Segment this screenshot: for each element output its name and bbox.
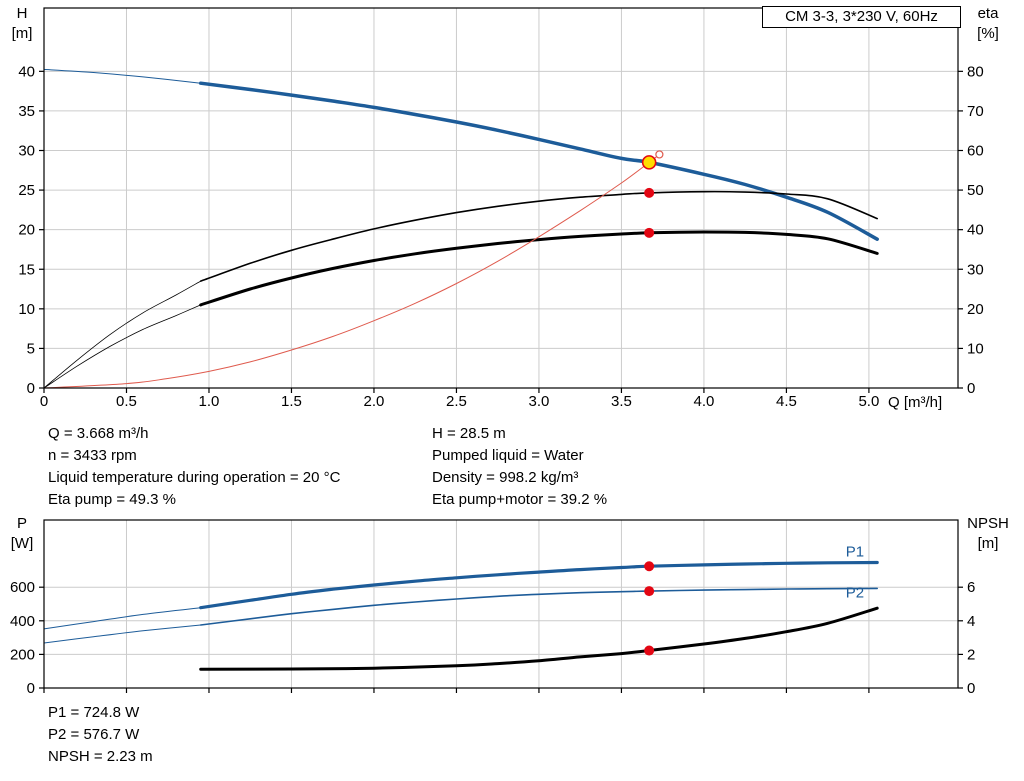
- tick-label: 3.0: [529, 393, 550, 410]
- tick-label: 35: [18, 103, 35, 120]
- q-axis-label: Q [m³/h]: [888, 394, 943, 411]
- tick-label: 4.5: [776, 393, 797, 410]
- tick-label: 5.0: [858, 393, 879, 410]
- pumped-liquid-value: Pumped liquid = Water: [432, 447, 584, 464]
- tick-label: 10: [18, 301, 35, 318]
- npsh-axis-label: NPSH: [967, 515, 1009, 532]
- npsh-point: [644, 645, 655, 656]
- tick-label: 50: [967, 182, 984, 199]
- curve-label-p1: P1: [846, 544, 864, 561]
- tick-label: 20: [967, 301, 984, 318]
- tick-label: 2: [967, 646, 975, 663]
- p1-curve-leadin: [43, 607, 202, 630]
- tick-label: 2.5: [446, 393, 467, 410]
- tick-label: 0: [27, 680, 35, 697]
- liquid-temperature-value: Liquid temperature during operation = 20…: [48, 469, 341, 486]
- operating-data-left: Q = 3.668 m³/h n = 3433 rpm Liquid tempe…: [48, 423, 340, 511]
- tick-label: 0.5: [116, 393, 137, 410]
- npsh-curve: [199, 606, 879, 671]
- tick-label: 70: [967, 103, 984, 120]
- p2-point: [644, 586, 655, 597]
- npsh-value: NPSH = 2.23 m: [48, 748, 153, 765]
- tick-label: 25: [18, 182, 35, 199]
- tick-label: 30: [18, 143, 35, 160]
- pump-model-title-box: CM 3-3, 3*230 V, 60Hz: [762, 6, 961, 28]
- tick-label: 5: [27, 340, 35, 357]
- p-axis-unit: [W]: [10, 535, 34, 552]
- p1-point: [644, 561, 655, 572]
- tick-label: 1.5: [281, 393, 302, 410]
- plot-frame: [43, 7, 959, 389]
- tick-label: 40: [18, 63, 35, 80]
- tick-label: 0: [40, 393, 48, 410]
- top-right-axis-label: eta [%]: [960, 4, 1016, 44]
- tick-label: 10: [967, 340, 984, 357]
- p1-value: P1 = 724.8 W: [48, 704, 140, 721]
- tick-label: 4: [967, 613, 975, 630]
- eta-pump-motor-point: [644, 227, 655, 238]
- system-curve: [43, 154, 660, 389]
- eta-pump-value: Eta pump = 49.3 %: [48, 491, 176, 508]
- eta-pump-leadin: [43, 280, 202, 389]
- q-value: Q = 3.668 m³/h: [48, 425, 149, 442]
- tick-label: 1.0: [199, 393, 220, 410]
- tick-label: 60: [967, 143, 984, 160]
- h-axis-unit: [m]: [11, 25, 33, 42]
- tick-label: 30: [967, 261, 984, 278]
- tick-label: 0: [967, 380, 975, 397]
- p-axis-label: P: [16, 515, 27, 532]
- bottom-right-axis-label: NPSH [m]: [956, 514, 1020, 554]
- power-npsh-data: P1 = 724.8 W P2 = 576.7 W NPSH = 2.23 m: [48, 702, 153, 768]
- eta-pump-curve: [199, 190, 878, 282]
- p2-value: P2 = 576.7 W: [48, 726, 140, 743]
- npsh-axis-unit: [m]: [977, 535, 999, 552]
- operating-point: [641, 155, 657, 170]
- h-axis-label: H: [16, 5, 28, 22]
- tick-label: 3.5: [611, 393, 632, 410]
- tick-label: 2.0: [364, 393, 385, 410]
- tick-label: 6: [967, 579, 975, 596]
- tick-label: 600: [10, 579, 35, 596]
- plot-frame: [43, 519, 959, 689]
- eta-pump-motor-curve: [199, 230, 879, 307]
- eta-pump-motor-leadin: [43, 304, 202, 389]
- speed-value: n = 3433 rpm: [48, 447, 137, 464]
- p1-curve: [199, 560, 879, 610]
- tick-label: 0: [27, 380, 35, 397]
- head-value: H = 28.5 m: [432, 425, 506, 442]
- tick-label: 400: [10, 613, 35, 630]
- top-left-axis-label: H [m]: [2, 4, 42, 44]
- eta-pump-motor-value: Eta pump+motor = 39.2 %: [432, 491, 608, 508]
- tick-label: 40: [967, 222, 984, 239]
- operating-data-right: H = 28.5 m Pumped liquid = Water Density…: [432, 423, 607, 511]
- p2-curve-leadin: [43, 624, 202, 644]
- tick-label: 15: [18, 261, 35, 278]
- head-curve-leadin: [43, 68, 202, 84]
- head-curve: [198, 81, 879, 241]
- tick-label: 4.0: [693, 393, 714, 410]
- eta-axis-label: eta: [977, 5, 999, 22]
- tick-label: 0: [967, 680, 975, 697]
- system-curve-end-circle: [655, 150, 664, 159]
- p2-curve: [199, 587, 878, 626]
- eta-axis-unit: [%]: [977, 25, 999, 42]
- tick-label: 80: [967, 63, 984, 80]
- eta-pump-point: [644, 187, 655, 198]
- tick-label: 20: [18, 222, 35, 239]
- tick-label: 200: [10, 646, 35, 663]
- bottom-left-axis-label: P [W]: [2, 514, 42, 554]
- density-value: Density = 998.2 kg/m³: [432, 469, 579, 486]
- curve-label-p2: P2: [846, 585, 864, 602]
